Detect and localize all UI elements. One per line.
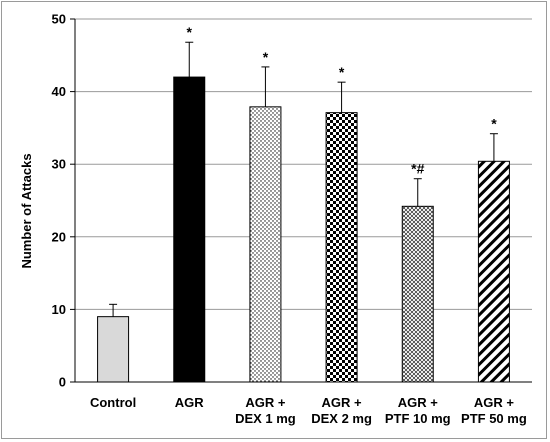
x-tick-label: AGR + (474, 395, 515, 410)
significance-marker: *# (411, 161, 424, 177)
x-tick-label: AGR (175, 395, 205, 410)
y-tick-label: 40 (52, 84, 66, 99)
axes (70, 18, 532, 383)
gridlines (75, 18, 532, 310)
y-tick-label: 20 (52, 229, 66, 244)
y-tick-label: 0 (59, 375, 66, 390)
y-tick-label: 50 (52, 12, 66, 27)
y-axis-title: Number of Attacks (19, 153, 34, 268)
x-tick-label: PTF 50 mg (461, 411, 527, 426)
x-tick-label: AGR + (398, 395, 439, 410)
significance-marker: * (339, 64, 345, 80)
y-tick-label: 30 (52, 157, 66, 172)
y-tick-label: 10 (52, 302, 66, 317)
x-tick-label: AGR + (322, 395, 363, 410)
bars (97, 41, 510, 383)
significance-marker: * (263, 49, 269, 65)
bar (97, 316, 130, 383)
x-tick-label: PTF 10 mg (385, 411, 451, 426)
bar (173, 76, 206, 383)
bar (325, 112, 358, 383)
x-tick-label: Control (90, 395, 136, 410)
significance-marker: * (491, 116, 497, 132)
x-tick-label: DEX 1 mg (235, 411, 296, 426)
x-tick-label: DEX 2 mg (311, 411, 372, 426)
bar (249, 106, 282, 383)
bar (477, 160, 510, 383)
significance-marker: * (187, 24, 193, 40)
bar (401, 205, 434, 383)
x-tick-label: AGR + (245, 395, 286, 410)
